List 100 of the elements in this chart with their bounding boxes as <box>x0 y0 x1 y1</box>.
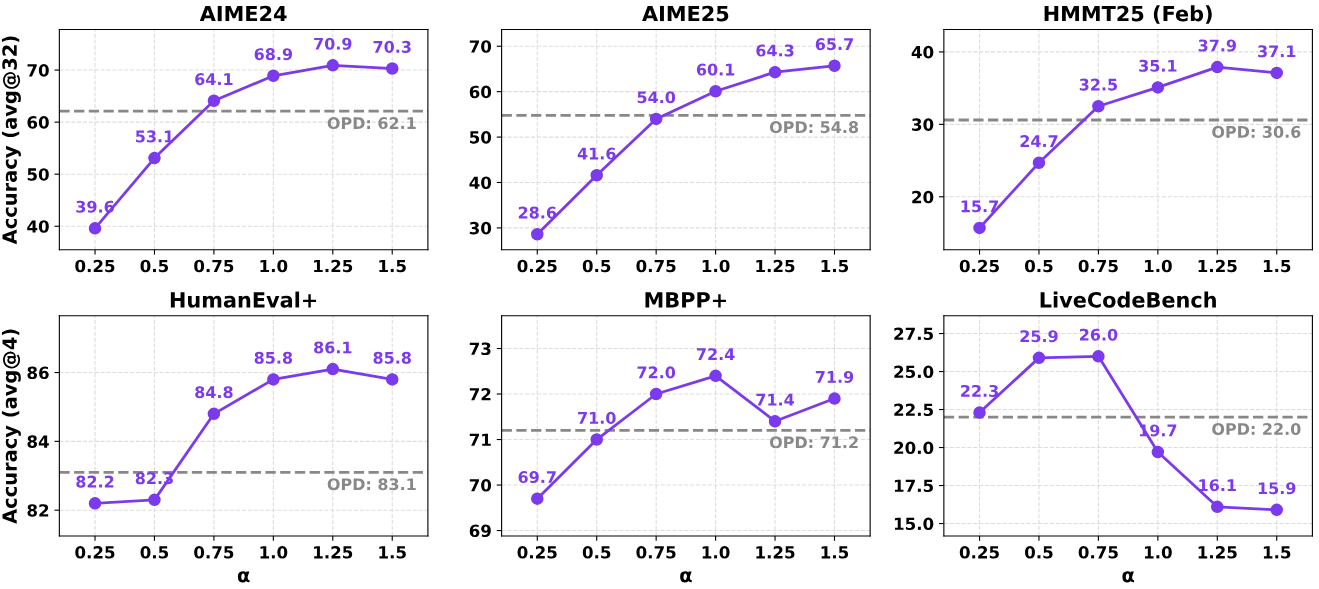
x-tick-label: 1.25 <box>314 259 353 273</box>
point <box>1092 99 1105 113</box>
point <box>1151 81 1165 94</box>
data-label: 64.1 <box>195 73 233 86</box>
point <box>649 387 663 401</box>
x-tick-label: 0.25 <box>959 546 999 559</box>
point <box>88 497 102 510</box>
x-tick-label: 0.75 <box>636 546 676 559</box>
data-label: 15.9 <box>1258 482 1296 495</box>
y-tick-label: 40 <box>27 220 49 233</box>
x-tick-label: 1.25 <box>1198 259 1237 273</box>
y-tick-label: 72 <box>469 387 491 401</box>
y-tick-label: 20.0 <box>894 441 934 455</box>
y-tick-label: 71 <box>469 433 491 446</box>
data-label: 15.7 <box>961 200 998 213</box>
data-label: 28.6 <box>518 206 557 219</box>
point <box>326 362 340 376</box>
y-tick-label: 40 <box>469 176 492 190</box>
data-label: 70.9 <box>314 37 352 50</box>
x-tick-label: 1.0 <box>702 259 730 273</box>
x-tick-label: 1.0 <box>1144 546 1172 559</box>
x-tick-label: 1.0 <box>702 546 730 559</box>
y-tick-label: 86 <box>27 366 49 380</box>
data-label: 24.7 <box>1020 135 1058 147</box>
x-tick-label: 1.25 <box>756 546 795 559</box>
data-label: 85.8 <box>254 351 293 364</box>
y-tick-label: 30 <box>912 118 934 131</box>
chart-title: LiveCodeBench <box>1040 291 1216 308</box>
point <box>207 94 221 108</box>
data-label: 72.4 <box>696 348 735 360</box>
point <box>148 493 161 507</box>
data-label: 53.1 <box>135 130 174 143</box>
ref-line-label: OPD: 83.1 <box>327 478 416 491</box>
y-tick-label: 69 <box>469 524 491 538</box>
y-tick-label: 25.0 <box>894 365 934 379</box>
point <box>385 373 399 386</box>
data-label: 22.3 <box>961 384 998 397</box>
ref-line-label: OPD: 22.0 <box>1212 422 1301 436</box>
chart-title: HMMT25 (Feb) <box>1044 5 1212 24</box>
x-tick-label: 0.5 <box>582 546 611 559</box>
x-tick-label: 0.5 <box>140 546 169 559</box>
y-tick-label: 27.5 <box>894 327 933 341</box>
y-tick-label: 70 <box>469 478 492 492</box>
y-tick-label: 70 <box>469 40 492 53</box>
data-label: 26.0 <box>1079 328 1118 341</box>
ref-line-label: OPD: 71.2 <box>769 436 858 449</box>
x-tick-label: 0.25 <box>517 259 557 273</box>
point <box>1032 156 1046 170</box>
x-tick-label: 1.0 <box>260 259 288 273</box>
y-tick-label: 60 <box>27 116 49 129</box>
x-tick-label: 0.75 <box>1078 546 1118 559</box>
point <box>709 369 722 383</box>
y-tick-label: 82 <box>27 504 49 517</box>
data-label: 71.4 <box>756 393 795 406</box>
x-tick-label: 0.25 <box>75 259 115 273</box>
x-tick-label: 1.5 <box>379 546 406 559</box>
y-tick-label: 15.0 <box>894 517 934 531</box>
point <box>1211 60 1224 74</box>
x-tick-label: 1.5 <box>1263 259 1291 273</box>
point <box>531 492 544 505</box>
point <box>267 373 280 386</box>
x-tick-label: 1.25 <box>1198 546 1237 559</box>
chart-title: AIME25 <box>642 5 729 22</box>
ref-line-label: OPD: 54.8 <box>769 121 859 134</box>
data-label: 86.1 <box>314 341 352 354</box>
data-label: 37.1 <box>1258 45 1296 58</box>
data-label: 37.9 <box>1198 39 1236 52</box>
y-axis-title: Accuracy (avg@32) <box>1 36 21 245</box>
data-label: 41.6 <box>577 147 616 160</box>
chart-title: MBPP+ <box>645 292 726 308</box>
x-tick-label: 0.5 <box>1025 259 1053 273</box>
point <box>385 62 399 75</box>
x-tick-label: 1.5 <box>379 259 406 273</box>
x-tick-label: 1.5 <box>821 546 849 559</box>
y-tick-label: 70 <box>27 64 49 77</box>
point <box>973 221 986 235</box>
x-tick-label: 0.75 <box>636 259 676 273</box>
y-tick-label: 17.5 <box>894 479 933 493</box>
x-tick-label: 0.25 <box>517 546 557 559</box>
point <box>768 65 782 79</box>
x-tick-label: 1.25 <box>314 546 353 559</box>
data-label: 70.3 <box>373 40 411 53</box>
data-label: 25.9 <box>1020 330 1058 343</box>
data-label: 60.1 <box>696 63 735 76</box>
chart-title: AIME24 <box>199 5 287 22</box>
data-label: 65.7 <box>815 38 853 51</box>
data-label: 84.8 <box>195 386 233 399</box>
point <box>828 59 841 73</box>
x-axis-title: α <box>1122 571 1134 583</box>
data-label: 54.0 <box>637 91 676 104</box>
x-tick-label: 1.5 <box>1263 546 1291 559</box>
x-tick-label: 1.0 <box>1144 259 1172 273</box>
x-tick-label: 0.5 <box>582 259 611 273</box>
y-tick-label: 60 <box>469 85 492 99</box>
data-label: 35.1 <box>1139 59 1177 72</box>
data-label: 32.5 <box>1079 78 1117 91</box>
point <box>207 407 221 421</box>
point <box>88 222 102 235</box>
data-label: 69.7 <box>518 471 556 484</box>
x-tick-label: 0.5 <box>1025 546 1053 559</box>
